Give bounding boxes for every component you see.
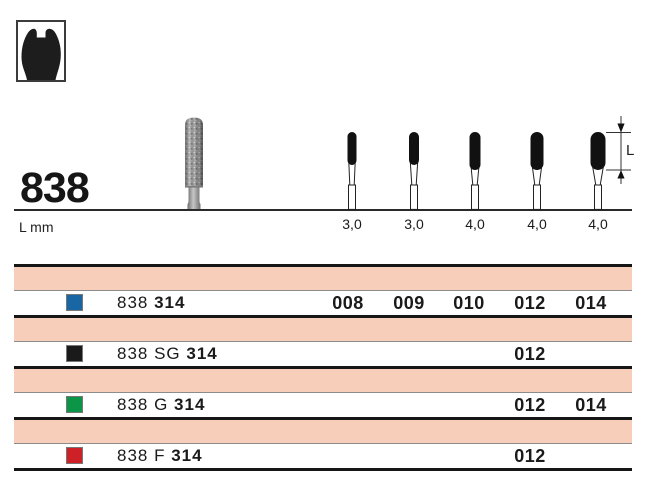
- bur-size-label: 4,0: [527, 216, 547, 232]
- bur-size-label: 3,0: [342, 216, 362, 232]
- diamond-bur-photo: [185, 117, 203, 209]
- baseline-rule: [14, 209, 632, 211]
- size-value: 009: [393, 293, 425, 313]
- divider-bar: [14, 468, 632, 471]
- unit-label: L mm: [19, 219, 54, 235]
- bur-size-label: 4,0: [588, 216, 608, 232]
- article-code: 838 SG 314: [117, 344, 218, 363]
- table-row: 838 G 314 012 014: [14, 393, 632, 417]
- size-value: 008: [332, 293, 364, 313]
- swatch-red: [66, 447, 83, 464]
- size-value: 014: [575, 293, 607, 313]
- bur-size-label: 3,0: [404, 216, 424, 232]
- article-code: 838 G 314: [117, 395, 206, 414]
- band-row: [14, 420, 632, 444]
- divider-bar: [14, 315, 632, 318]
- table-row: 838 SG 314 012: [14, 342, 632, 366]
- table-row: 838 F 314 012: [14, 444, 632, 468]
- divider-bar: [14, 417, 632, 420]
- band-row: [14, 369, 632, 393]
- article-code: 838 F 314: [117, 446, 203, 465]
- band-row: [14, 267, 632, 291]
- dimension-label: L: [626, 142, 635, 159]
- article-code: 838 314: [117, 293, 186, 312]
- tooth-crown-icon: [21, 28, 61, 80]
- size-value: 012: [514, 395, 546, 415]
- size-value: 012: [514, 293, 546, 313]
- tooth-icon-box: [16, 20, 66, 82]
- size-value: 014: [575, 395, 607, 415]
- divider-bar: [14, 264, 632, 267]
- bur-silhouette-diagram: [347, 116, 631, 210]
- swatch-blue: [66, 294, 83, 311]
- swatch-green: [66, 396, 83, 413]
- spec-table: 838 314 008 009 010 012 014 838 SG 314 0…: [14, 264, 632, 471]
- bur-size-label: 4,0: [465, 216, 485, 232]
- swatch-black: [66, 345, 83, 362]
- size-value: 012: [514, 344, 546, 364]
- size-value: 012: [514, 446, 546, 466]
- figure-number: 838: [20, 164, 90, 212]
- dimension-arrowheads: [617, 123, 625, 179]
- band-row: [14, 318, 632, 342]
- divider-bar: [14, 366, 632, 369]
- size-value: 010: [453, 293, 485, 313]
- table-row: 838 314 008 009 010 012 014: [14, 291, 632, 315]
